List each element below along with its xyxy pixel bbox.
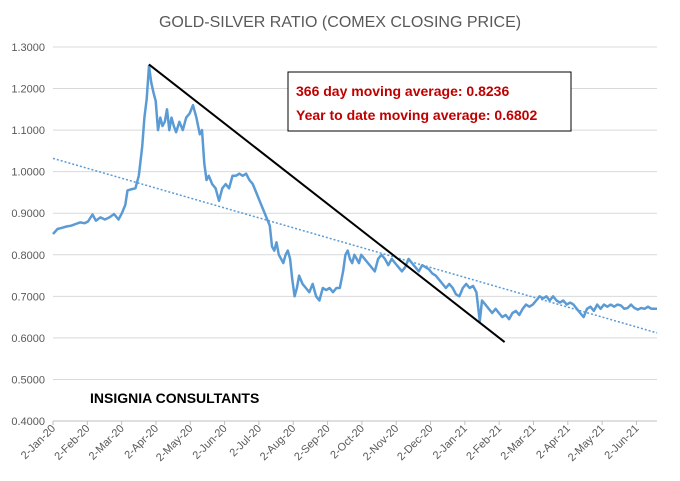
ytd-moving-average-label: Year to date moving average: 0.6802 — [296, 107, 537, 123]
y-tick-label: 1.1000 — [11, 125, 45, 137]
x-tick-label: 2-Nov-20 — [361, 423, 401, 463]
x-tick-label: 2-May-21 — [566, 423, 607, 464]
x-tick-label: 2-Jan-21 — [431, 423, 470, 462]
x-tick-label: 2-Feb-20 — [52, 423, 92, 463]
y-tick-label: 0.8000 — [11, 250, 45, 262]
trendline — [52, 157, 658, 334]
y-tick-label: 0.9000 — [11, 208, 45, 220]
moving-average-box-border — [287, 71, 572, 132]
x-tick-label: 2-Mar-21 — [499, 423, 539, 463]
y-tick-label: 1.0000 — [11, 167, 45, 179]
y-tick-label: 1.2000 — [11, 84, 45, 96]
x-tick-label: 2-Aug-20 — [258, 423, 298, 463]
x-tick-label: 2-Jun-21 — [602, 423, 641, 462]
x-tick-label: 2-Sep-20 — [292, 423, 332, 463]
moving-average-366-label: 366 day moving average: 0.8236 — [296, 83, 509, 99]
y-tick-label: 1.3000 — [11, 42, 45, 54]
brand-label: INSIGNIA CONSULTANTS — [90, 390, 259, 406]
y-axis-ticks: 0.4000 0.5000 0.6000 0.7000 0.8000 0.9000 1.00… — [11, 42, 45, 428]
x-axis-ticks: 2-Jan-202-Feb-202-Mar-202-Apr-202-May-20… — [19, 420, 657, 464]
x-tick-label: 2-Feb-21 — [464, 423, 504, 463]
x-tick-label: 2-Jun-20 — [191, 423, 230, 462]
x-tick-label: 2-Dec-20 — [395, 423, 435, 463]
x-tick-label: 2-Mar-20 — [87, 423, 127, 463]
moving-average-box: 366 day moving average: 0.8236 Year to d… — [287, 71, 572, 132]
downtrend-annotation-line — [148, 63, 506, 343]
x-tick-label: 2-May-20 — [154, 423, 195, 464]
y-tick-label: 0.5000 — [11, 374, 45, 386]
y-tick-label: 0.6000 — [11, 333, 45, 345]
chart-title: GOLD-SILVER RATIO (COMEX CLOSING PRICE) — [159, 14, 521, 31]
x-tick-label: 2-Jan-20 — [19, 423, 58, 462]
series-line-gold-silver-ratio — [52, 64, 657, 323]
y-tick-label: 0.4000 — [11, 416, 45, 428]
plot-area — [52, 63, 658, 343]
y-tick-label: 0.7000 — [11, 291, 45, 303]
